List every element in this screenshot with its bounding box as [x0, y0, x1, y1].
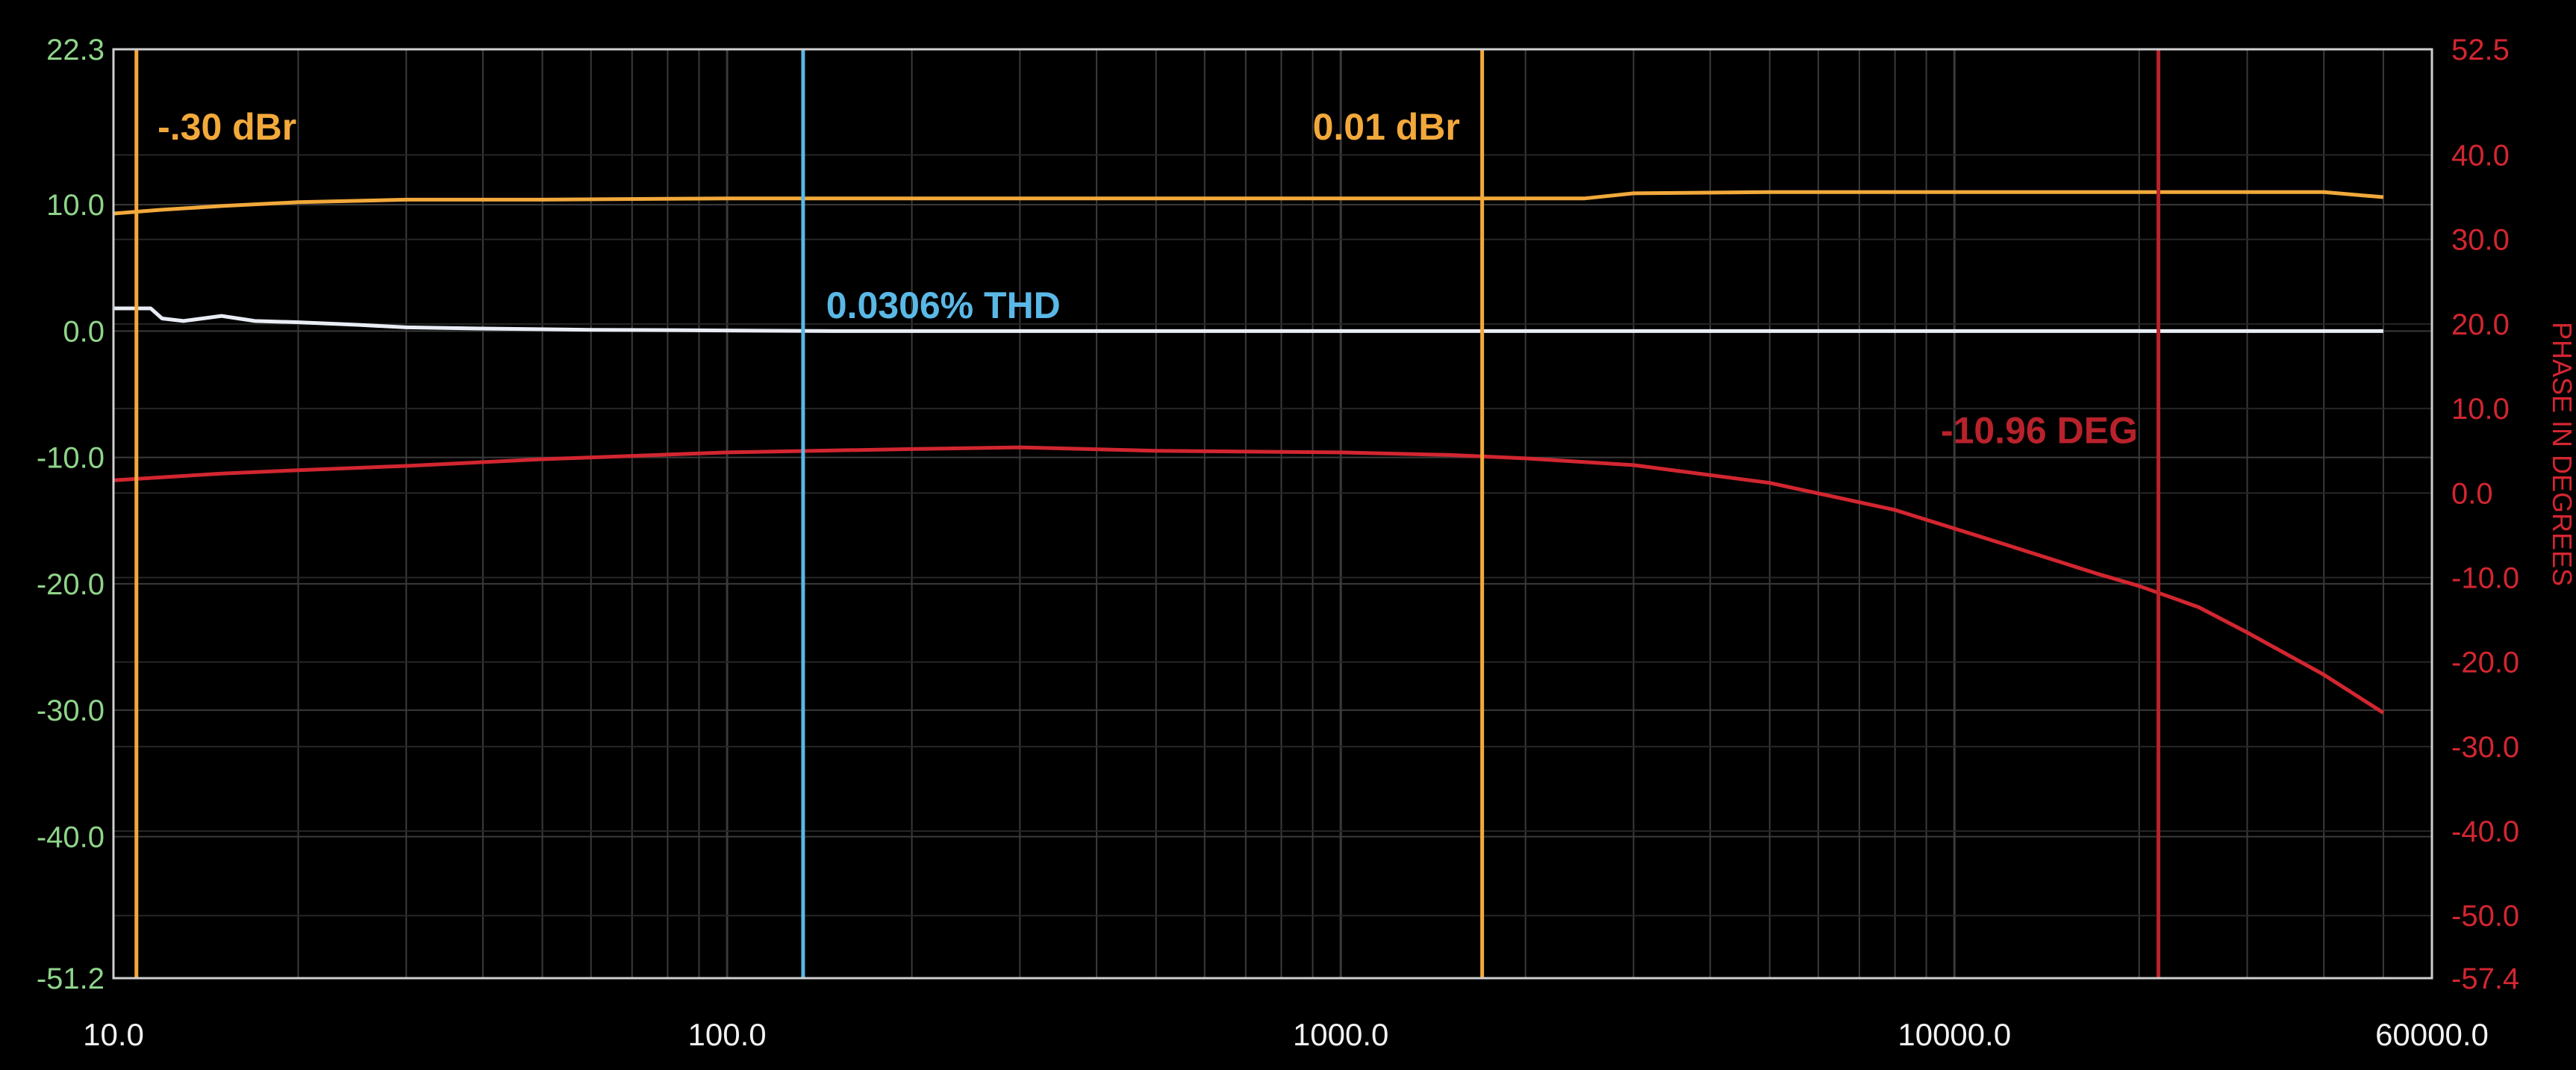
- cursor-label-1: -.30 dBr: [158, 106, 296, 148]
- x-tick-label: 60000.0: [2375, 1017, 2489, 1052]
- left-tick-label: 22.3: [46, 34, 105, 66]
- left-tick-label: 0.0: [63, 315, 105, 348]
- cursor-layer: -.30 dBr 0.0306% THD 0.01 dBr -10.96 DEG: [134, 49, 2161, 978]
- right-tick-label: -20.0: [2451, 647, 2519, 679]
- right-tick-label: 52.5: [2451, 34, 2510, 66]
- cursor-label-4: -10.96 DEG: [1941, 409, 2138, 451]
- grid: [113, 49, 2432, 978]
- series-line-3: [113, 445, 2385, 715]
- right-tick-label: 20.0: [2451, 308, 2510, 341]
- plot-frame: [112, 48, 2433, 980]
- x-axis: 10.0 100.0 1000.0 10000.0 60000.0: [83, 1017, 2489, 1052]
- left-tick-label: -20.0: [37, 568, 105, 601]
- right-axis-title: PHASE IN DEGREES: [2547, 322, 2576, 586]
- x-tick-label: 100.0: [688, 1017, 767, 1052]
- x-tick-label: 1000.0: [1293, 1017, 1388, 1052]
- right-tick-label: 40.0: [2451, 139, 2510, 172]
- cursor-label-3: 0.01 dBr: [1313, 106, 1460, 148]
- series-layer: [113, 190, 2385, 715]
- right-tick-label: 30.0: [2451, 224, 2510, 257]
- left-tick-label: -30.0: [37, 694, 105, 727]
- right-tick-label: -30.0: [2451, 731, 2519, 764]
- right-tick-label: 10.0: [2451, 393, 2510, 426]
- right-tick-label: -10.0: [2451, 562, 2519, 594]
- right-tick-label: 0.0: [2451, 477, 2493, 510]
- right-tick-label: -50.0: [2451, 900, 2519, 933]
- left-axis: 22.3 10.0 0.0 -10.0 -20.0 -30.0 -40.0 -51.2: [37, 34, 105, 995]
- x-tick-label: 10000.0: [1897, 1017, 2011, 1052]
- right-tick-label: -57.4: [2451, 962, 2519, 995]
- left-tick-label: -51.2: [37, 962, 105, 995]
- x-tick-label: 10.0: [83, 1017, 144, 1052]
- cursor-label-2: 0.0306% THD: [826, 284, 1061, 326]
- left-tick-label: -10.0: [37, 442, 105, 475]
- right-axis: 52.5 40.0 30.0 20.0 10.0 0.0 -10.0 -20.0 -30.0 -4…: [2451, 34, 2519, 995]
- right-tick-label: -40.0: [2451, 815, 2519, 848]
- series-line-1: [113, 190, 2384, 216]
- left-tick-label: 10.0: [46, 189, 105, 222]
- left-tick-label: -40.0: [37, 821, 105, 853]
